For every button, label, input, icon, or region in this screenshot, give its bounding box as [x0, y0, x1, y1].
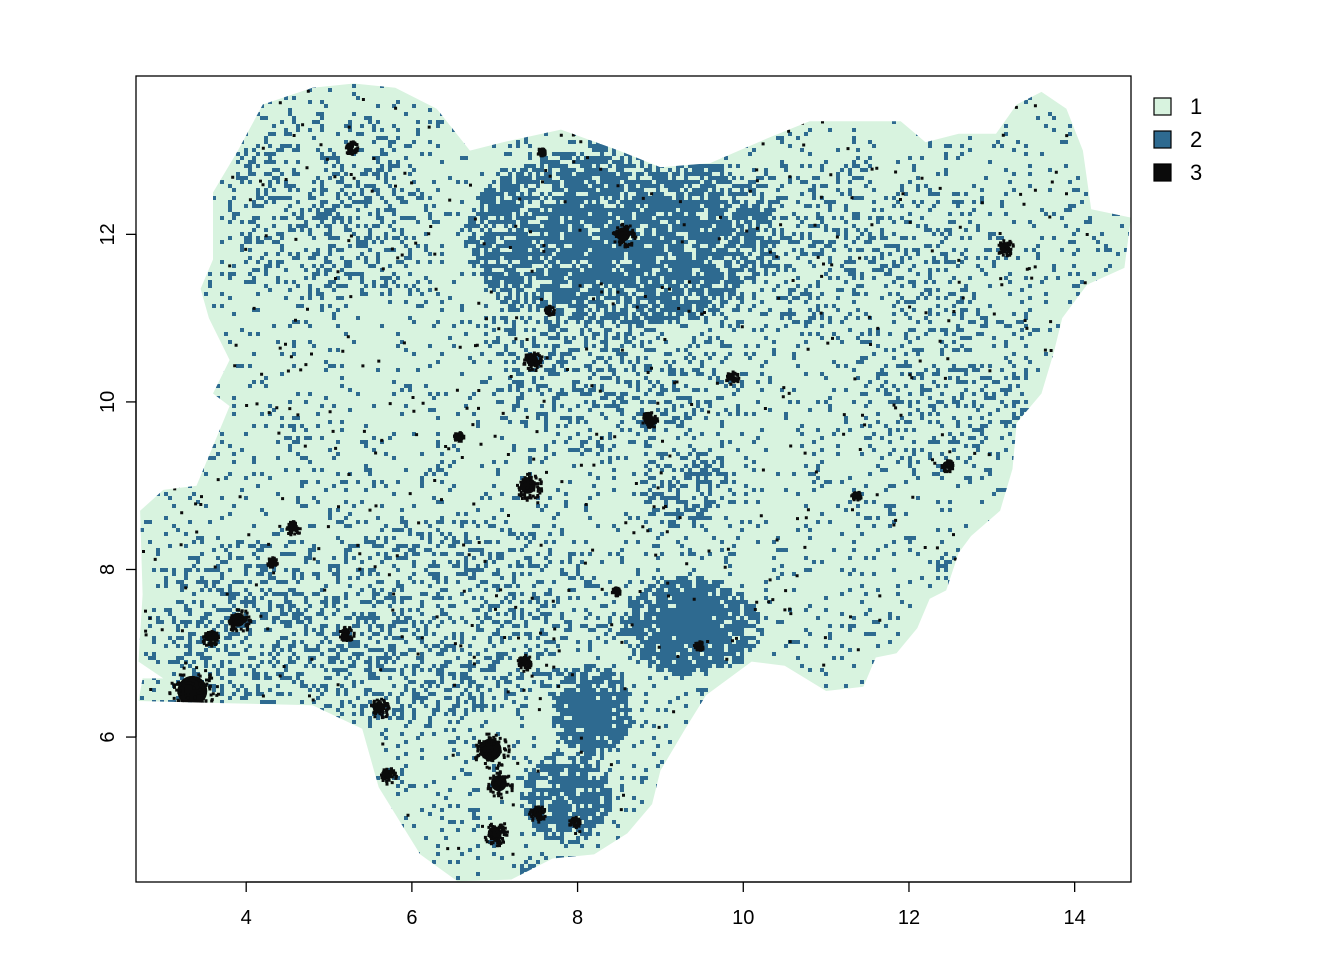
x-tick-label: 14 — [1064, 907, 1086, 929]
class-3-cluster — [997, 239, 1015, 258]
class-3-cluster — [725, 370, 741, 386]
class-3-cluster — [940, 459, 955, 474]
class-3-cluster — [516, 472, 544, 502]
class-3-cluster — [483, 822, 509, 848]
class-3-cluster — [611, 222, 638, 249]
class-3-cluster — [285, 520, 302, 537]
class-3-cluster — [338, 625, 356, 642]
class-3-cluster — [610, 586, 622, 598]
legend-label: 3 — [1190, 160, 1202, 185]
x-tick-label: 6 — [406, 907, 417, 929]
class-3-cluster — [266, 556, 279, 569]
class-3-cluster — [227, 608, 253, 633]
class-3-cluster — [516, 653, 533, 672]
legend-label: 2 — [1190, 127, 1202, 152]
class-3-cluster — [641, 411, 660, 429]
class-3-cluster — [453, 431, 466, 443]
legend-item: 1 — [1153, 94, 1202, 119]
class-3-cluster — [528, 805, 547, 824]
map-layer — [138, 83, 1131, 882]
raster-cells — [138, 83, 1131, 882]
legend-swatch — [1153, 97, 1172, 116]
y-tick-label: 6 — [97, 731, 119, 742]
class-3-cluster — [522, 351, 544, 372]
legend-item: 2 — [1153, 127, 1202, 152]
legend-swatch — [1153, 130, 1172, 149]
class-3-cluster — [380, 767, 398, 786]
class-3-cluster — [370, 697, 391, 720]
class-3-cluster — [474, 732, 511, 770]
class-3-cluster — [568, 815, 582, 830]
x-axis: 4 6 8 10 12 14 — [241, 881, 1086, 929]
x-tick-label: 8 — [572, 907, 583, 929]
class-3-cluster — [201, 629, 220, 648]
class-3-cluster — [536, 147, 547, 158]
y-tick-label: 8 — [97, 564, 119, 575]
class-3-cluster — [344, 140, 360, 156]
class-3-cluster — [543, 304, 556, 317]
class-3-cluster — [486, 770, 514, 800]
legend-swatch — [1153, 163, 1172, 182]
y-tick-label: 10 — [97, 391, 119, 413]
y-tick-label: 12 — [97, 223, 119, 245]
x-tick-label: 4 — [241, 907, 252, 929]
legend-label: 1 — [1190, 94, 1202, 119]
class-3-cluster — [850, 490, 863, 502]
legend: 1 2 3 — [1153, 94, 1202, 185]
x-tick-label: 12 — [898, 907, 920, 929]
x-tick-label: 10 — [732, 907, 754, 929]
class-2-cells — [138, 83, 1131, 882]
legend-item: 3 — [1153, 160, 1202, 185]
y-axis: 6 8 10 12 — [97, 223, 137, 743]
